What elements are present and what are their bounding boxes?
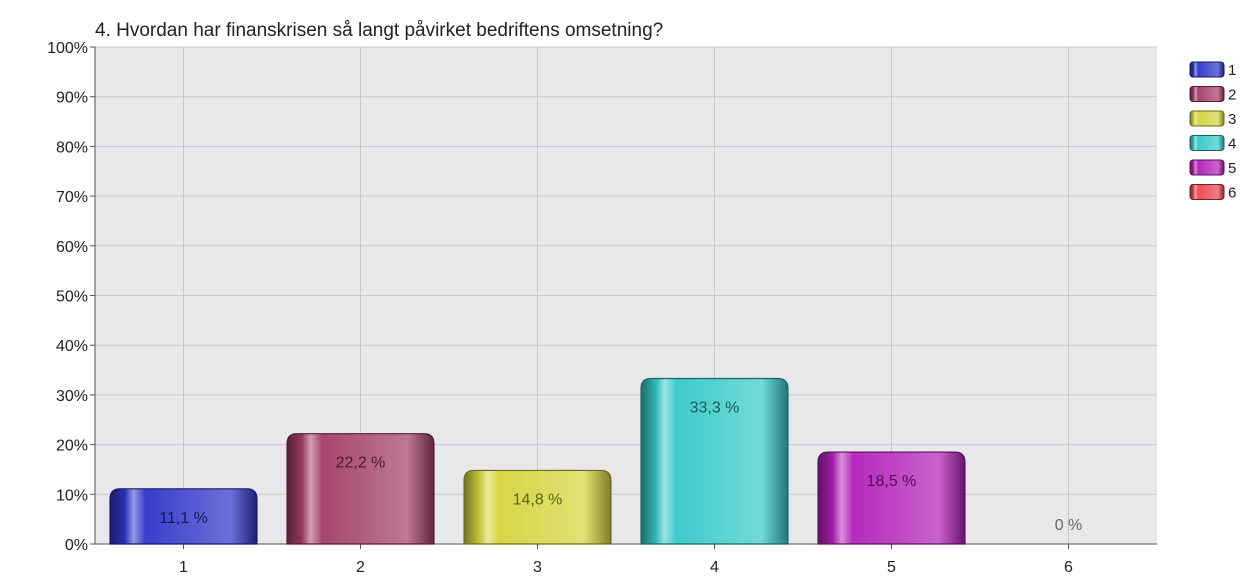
legend: 1 2 3 4 5 6 xyxy=(1189,61,1236,202)
y-tick-label: 0% xyxy=(65,537,88,554)
x-tick-label: 2 xyxy=(356,559,365,576)
legend-label-2: 2 xyxy=(1228,87,1236,104)
legend-label-4: 4 xyxy=(1228,136,1236,153)
x-axis: 1 2 3 4 5 6 xyxy=(95,543,1157,576)
x-tick-label: 4 xyxy=(710,559,719,576)
y-tick-label: 80% xyxy=(56,139,88,156)
data-label-3: 14,8 % xyxy=(513,491,563,508)
data-label-6: 0 % xyxy=(1055,517,1083,534)
data-label-5: 18,5 % xyxy=(867,473,917,490)
bar-3 xyxy=(463,469,612,545)
data-label-4: 33,3 % xyxy=(690,399,740,416)
y-tick-label: 50% xyxy=(56,289,88,306)
chart-title: 4. Hvordan har finanskrisen så langt påv… xyxy=(95,20,663,41)
data-label-1: 11,1 % xyxy=(159,510,208,527)
legend-swatch-6 xyxy=(1189,184,1225,200)
x-tick-label: 3 xyxy=(533,559,542,576)
legend-label-5: 5 xyxy=(1228,160,1236,177)
legend-swatch-5 xyxy=(1189,159,1225,176)
y-tick-label: 30% xyxy=(56,388,88,405)
bar-5 xyxy=(817,451,966,545)
x-tick-label: 1 xyxy=(179,559,188,576)
y-axis: 0% 10% 20% 30% 40% 50% 60% 70% 80% 90% 100% xyxy=(47,40,96,554)
data-labels: 11,1 % 22,2 % 14,8 % 33,3 % 18,5 % 0 % xyxy=(159,399,1082,534)
legend-label-6: 6 xyxy=(1228,185,1236,202)
data-label-2: 22,2 % xyxy=(336,455,386,472)
legend-swatch-3 xyxy=(1189,110,1225,127)
legend-swatch-4 xyxy=(1189,135,1225,151)
y-tick-label: 60% xyxy=(56,239,88,256)
legend-swatch-2 xyxy=(1189,86,1225,102)
legend-swatch-1 xyxy=(1189,61,1225,78)
y-tick-label: 70% xyxy=(56,189,88,206)
y-tick-label: 20% xyxy=(56,438,88,455)
bar-2 xyxy=(286,433,435,545)
bars xyxy=(109,377,966,545)
x-tick-label: 6 xyxy=(1064,559,1073,576)
bar-4 xyxy=(640,377,789,545)
y-tick-label: 40% xyxy=(56,338,88,355)
bar-1 xyxy=(109,488,258,545)
y-tick-label: 10% xyxy=(56,487,88,504)
x-tick-label: 5 xyxy=(887,559,896,576)
y-tick-label: 90% xyxy=(56,90,88,107)
grid xyxy=(95,46,1157,545)
legend-label-3: 3 xyxy=(1228,111,1236,128)
y-tick-label: 100% xyxy=(47,40,88,57)
legend-label-1: 1 xyxy=(1228,62,1236,79)
